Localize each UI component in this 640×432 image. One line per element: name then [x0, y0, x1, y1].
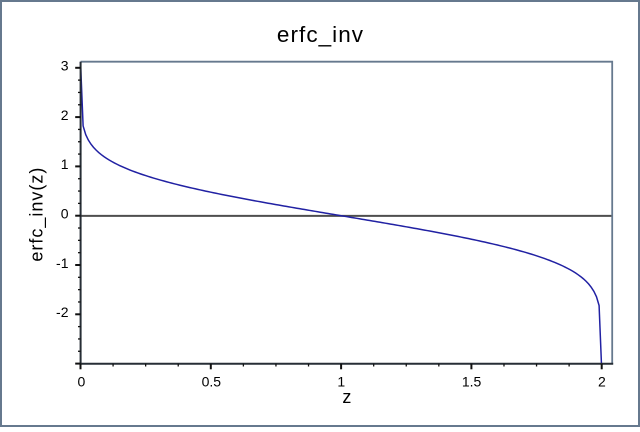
svg-text:2: 2 [598, 374, 606, 390]
svg-text:z: z [342, 387, 351, 407]
svg-text:erfc_inv: erfc_inv [277, 22, 364, 47]
svg-text:2: 2 [61, 107, 69, 123]
svg-text:1: 1 [337, 374, 345, 390]
svg-text:-1: -1 [56, 255, 69, 271]
svg-text:3: 3 [61, 58, 69, 74]
svg-text:erfc_inv(z): erfc_inv(z) [27, 167, 48, 262]
svg-text:0: 0 [78, 374, 86, 390]
svg-text:-2: -2 [56, 304, 69, 320]
svg-text:1: 1 [61, 156, 69, 172]
svg-text:1.5: 1.5 [462, 374, 482, 390]
svg-text:0.5: 0.5 [202, 374, 222, 390]
svg-text:0: 0 [61, 206, 69, 222]
